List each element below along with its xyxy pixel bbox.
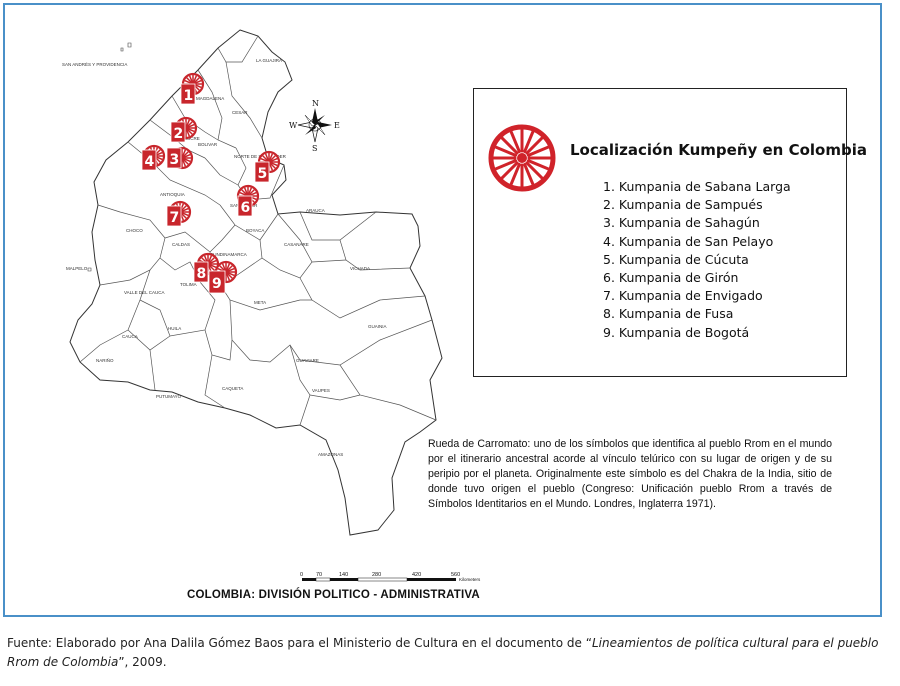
dept-label: CAUCA (122, 334, 138, 339)
marker-number: 8 (197, 266, 207, 282)
dept-label: ANTIOQUIA (160, 192, 185, 197)
legend-item: 7. Kumpania de Envigado (603, 288, 763, 304)
dept-label: VICHADA (350, 266, 370, 271)
legend-item: 4. Kumpania de San Pelayo (603, 233, 774, 249)
dept-label: CALDAS (172, 242, 190, 247)
dept-label: CAQUETA (222, 386, 243, 391)
caption-document-title: Lineamientos de política cultural para e… (7, 636, 879, 669)
legend-item: 1. Kumpania de Sabana Larga (603, 179, 791, 194)
country-outline (69, 29, 443, 536)
marker-number: 7 (170, 210, 180, 226)
compass-e: E (334, 121, 340, 130)
map-marker-3: 3 (166, 146, 194, 170)
scale-tick: 70 (316, 572, 322, 578)
dept-label: VAUPES (312, 388, 330, 393)
scale-tick: 140 (339, 572, 348, 578)
map-marker-4: 4 (141, 144, 166, 171)
legend-title: Localización Kumpeñy en Colombia (570, 141, 867, 159)
wheel-spoke (525, 161, 544, 180)
scale-tick: 0 (300, 572, 303, 578)
dept-label: TOLIMA (180, 282, 197, 287)
dept-label: SUCRE (184, 136, 200, 141)
wheel-spoke (500, 136, 519, 155)
marker-number: 1 (184, 88, 194, 104)
marker-number: 4 (145, 154, 155, 170)
wheel-spoke (509, 162, 521, 186)
dept-label: SAN ANDRÉS Y PROVIDENCIA (62, 61, 127, 67)
map-marker-9: 9 (208, 260, 238, 294)
dept-label: GUAVIARE (296, 358, 319, 363)
dept-label: ARAUCA (306, 208, 325, 213)
scale-tick: 420 (412, 572, 421, 578)
compass-rose-icon: N S E W (289, 99, 340, 153)
compass-n: N (312, 99, 319, 108)
map-marker-2: 2 (170, 116, 198, 143)
legend-item: 5. Kumpania de Cúcuta (603, 251, 749, 267)
legend-item: 9. Kumpania de Bogotá (603, 324, 750, 340)
scale-tick: 560 (451, 572, 460, 578)
marker-number: 3 (170, 152, 180, 168)
chakra-wheel-icon (488, 124, 556, 192)
wheel-description-note: Rueda de Carromato: uno de los símbolos … (428, 438, 832, 510)
dept-label: GUAINIA (368, 324, 387, 329)
dept-label: BOYACA (246, 228, 264, 233)
dept-label: META (254, 300, 266, 305)
dept-label: PUTUMAYO (156, 394, 182, 399)
map-marker-8: 8 (193, 252, 220, 283)
dept-label: VALLE DEL CAUCA (124, 290, 165, 295)
wheel-spoke (525, 136, 544, 155)
colombia-shape (69, 29, 443, 536)
dept-label: HUILA (168, 326, 181, 331)
scale-tick: 280 (372, 572, 381, 578)
wheel-spoke (494, 159, 518, 171)
dept-label: AMAZONAS (318, 452, 343, 457)
legend-item: 2. Kumpania de Sampués (603, 197, 763, 213)
wheel-spoke (526, 145, 550, 157)
legend-item: 3. Kumpania de Sahagún (603, 215, 760, 231)
wheel-spoke (526, 159, 550, 171)
map-marker-6: 6 (236, 184, 260, 217)
legend-item: 8. Kumpania de Fusa (603, 306, 734, 322)
marker-number: 9 (212, 276, 222, 292)
dept-label: CASANARE (284, 242, 309, 247)
compass-s: S (312, 144, 317, 153)
map-marker-7: 7 (166, 200, 192, 227)
dept-label: MAGDALENA (196, 96, 224, 101)
wheel-spoke (500, 161, 519, 180)
dept-label: CESAR (232, 110, 248, 115)
dept-label: BOLIVAR (198, 142, 218, 147)
wheel-spoke (523, 162, 535, 186)
dept-label: CHOCO (126, 228, 143, 233)
map-marker-1: 1 (180, 72, 205, 105)
islands (87, 42, 132, 272)
scale-unit: Kilometers (459, 577, 481, 582)
map-title: COLOMBIA: DIVISIÓN POLITICO - ADMINISTRA… (187, 589, 480, 601)
department-borders (79, 35, 437, 426)
compass-w: W (289, 121, 298, 130)
dept-label: CUNDINAMARCA (210, 252, 247, 257)
figure-caption: Fuente: Elaborado por Ana Dalila Gómez B… (7, 634, 893, 672)
caption-suffix: ”, 2009. (118, 655, 167, 669)
map-marker-5: 5 (254, 150, 281, 183)
dept-label: NARIÑO (96, 357, 114, 363)
legend-list: 1. Kumpania de Sabana Larga 2. Kumpania … (603, 178, 791, 342)
marker-number: 2 (174, 126, 184, 142)
wheel-spoke (523, 130, 535, 154)
marker-number: 5 (258, 166, 268, 182)
dept-label: MALPELO (66, 266, 88, 271)
caption-prefix: Fuente: Elaborado por Ana Dalila Gómez B… (7, 636, 592, 650)
scale-bar: 0 70 140 280 420 560 Kilometers (300, 572, 481, 582)
wheel-spoke (509, 130, 521, 154)
legend-item: 6. Kumpania de Girón (603, 269, 739, 285)
wheel-spoke (494, 145, 518, 157)
legend-box: Localización Kumpeñy en Colombia 1. Kump… (473, 88, 867, 377)
marker-number: 6 (241, 200, 251, 216)
dept-label: LA GUAJIRA (256, 58, 282, 63)
